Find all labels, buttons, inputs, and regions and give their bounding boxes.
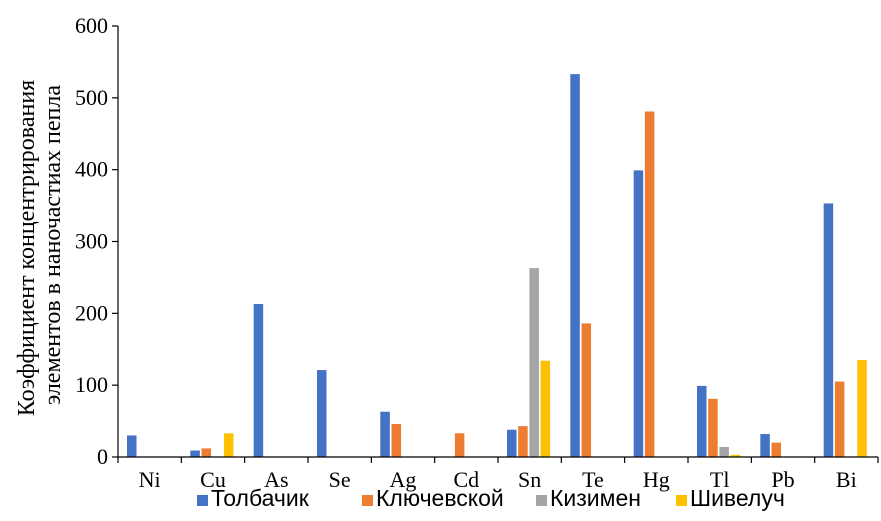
axes-group: 0 100 200 300 400 500 600 Ni Cu As Se Ag Cd Sn Te Hg Tl P… bbox=[75, 13, 879, 492]
bars-group bbox=[127, 74, 867, 458]
legend-label: Шивелуч bbox=[690, 485, 785, 511]
bar bbox=[518, 426, 528, 457]
x-tick-label: Cu bbox=[200, 467, 226, 492]
bar bbox=[708, 398, 718, 457]
bar bbox=[380, 411, 390, 457]
bar bbox=[719, 446, 729, 457]
y-tick-label: 200 bbox=[75, 300, 108, 325]
bar bbox=[570, 74, 580, 458]
legend-label: Толбачик bbox=[211, 485, 310, 511]
bar bbox=[253, 303, 264, 457]
y-tick-label: 300 bbox=[75, 229, 108, 254]
y-axis-label-line-2: элементов в наночастиах пепла bbox=[40, 85, 66, 405]
bar bbox=[633, 170, 644, 457]
legend-swatch bbox=[362, 495, 373, 506]
bar bbox=[697, 385, 707, 457]
y-tick-label: 400 bbox=[75, 157, 108, 182]
x-tick-label: Hg bbox=[643, 467, 670, 492]
bar bbox=[834, 381, 845, 457]
y-tick-label: 100 bbox=[75, 372, 108, 397]
bar bbox=[223, 433, 234, 457]
legend-label: Кизимен bbox=[550, 485, 641, 511]
bar bbox=[857, 360, 867, 457]
y-axis-label-line-1: Коэффициент концентрирования bbox=[14, 80, 40, 416]
x-tick-label: As bbox=[264, 467, 288, 492]
legend-swatch bbox=[197, 495, 208, 506]
bar bbox=[760, 434, 770, 457]
bar bbox=[771, 442, 782, 457]
x-tick-label: Sn bbox=[518, 467, 541, 492]
bar bbox=[644, 111, 655, 458]
y-tick-label: 0 bbox=[97, 444, 108, 469]
y-axis-label: Коэффициент концентрирования элементов в… bbox=[14, 74, 66, 416]
x-tick-label: Ag bbox=[390, 467, 417, 492]
legend-swatch bbox=[536, 495, 547, 506]
bar bbox=[581, 323, 592, 457]
y-tick-label: 500 bbox=[75, 85, 108, 110]
x-tick-label: Cd bbox=[453, 467, 479, 492]
bar bbox=[391, 423, 402, 457]
bar bbox=[823, 203, 834, 457]
legend-label: Ключевской bbox=[376, 485, 504, 511]
bar bbox=[127, 435, 137, 457]
bar bbox=[317, 370, 327, 457]
x-tick-label: Ni bbox=[139, 467, 161, 492]
x-tick-label: Pb bbox=[771, 467, 794, 492]
bar bbox=[529, 268, 539, 457]
bar bbox=[201, 448, 212, 457]
bar bbox=[454, 433, 465, 457]
x-tick-label: Te bbox=[582, 467, 604, 492]
bar bbox=[540, 360, 551, 457]
legend-swatch bbox=[676, 495, 687, 506]
legend: Толбачик Ключевской Кизимен Шивелуч bbox=[197, 485, 785, 511]
x-tick-label: Se bbox=[329, 467, 351, 492]
bar bbox=[507, 429, 517, 457]
bar bbox=[730, 454, 741, 457]
x-tick-label: Bi bbox=[836, 467, 857, 492]
y-tick-label: 600 bbox=[75, 13, 108, 38]
bar bbox=[190, 450, 200, 457]
x-tick-label: Tl bbox=[710, 467, 730, 492]
